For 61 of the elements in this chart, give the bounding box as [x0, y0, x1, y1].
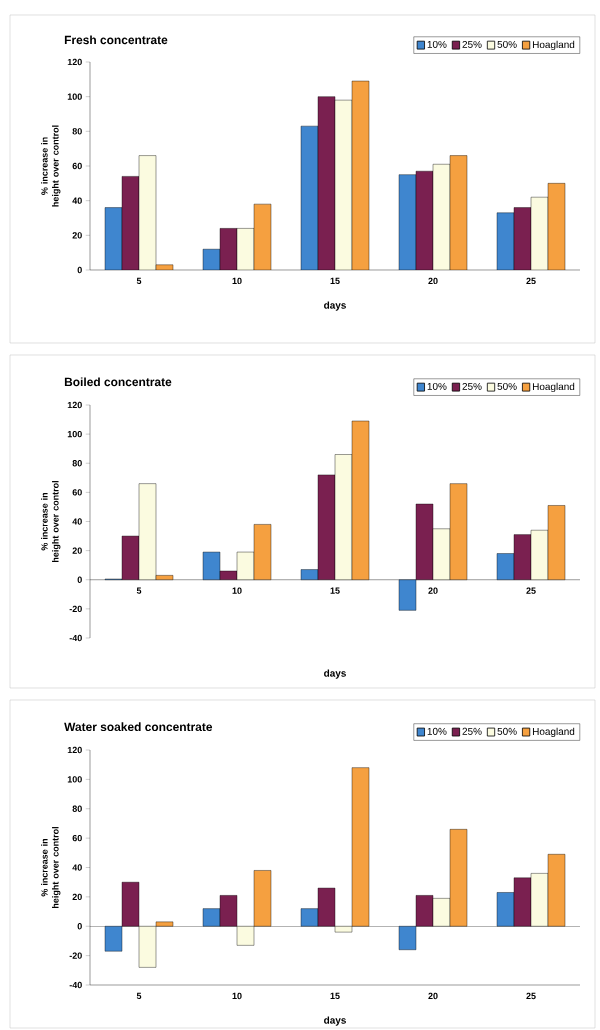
legend-label: Hoagland [532, 40, 575, 51]
legend-label: 50% [497, 40, 517, 48]
y-axis-title: % increase in height over control [41, 827, 61, 908]
y-tick-label: -40 [69, 634, 82, 642]
x-tick-label: 25 [526, 277, 536, 285]
y-tick-label: 40 [72, 197, 82, 204]
y-tick-label: 120 [67, 746, 82, 754]
legend-label: 10% [427, 40, 447, 48]
legend-label: Hoagland [532, 727, 575, 737]
x-tick-label: 20 [428, 587, 438, 594]
x-tick-label: 20 [428, 992, 438, 1000]
y-tick-label: 40 [72, 864, 82, 871]
legend-label: 50% [497, 727, 517, 735]
x-tick-label: 20 [428, 277, 438, 285]
x-tick-label: 25 [526, 587, 536, 594]
x-tick-label: 5 [136, 587, 142, 594]
y-axis-title: % increase in height over control [41, 481, 61, 562]
y-tick-label: 120 [67, 401, 82, 409]
x-tick-label: 10 [232, 277, 242, 285]
y-tick-label: 100 [67, 776, 82, 783]
x-tick-label: 25 [526, 992, 536, 1000]
x-tick-label: 10 [232, 587, 242, 594]
y-axis-title: % increase in height over control [41, 125, 61, 207]
y-tick-label: 20 [72, 893, 82, 901]
x-tick-label: 5 [136, 277, 142, 285]
legend-label: Hoagland [532, 382, 575, 393]
y-tick-label: 20 [72, 547, 82, 554]
x-axis-title: days [324, 301, 346, 311]
y-tick-label: 80 [72, 128, 82, 135]
legend-label: 50% [497, 382, 517, 390]
chart-title: Water soaked concentrate [64, 722, 213, 732]
x-tick-label: 10 [232, 992, 242, 1000]
y-tick-label: 120 [67, 58, 82, 66]
y-tick-label: -20 [69, 952, 82, 959]
legend-label: 10% [427, 727, 447, 735]
x-tick-label: 15 [330, 587, 340, 594]
y-tick-label: 80 [72, 805, 82, 812]
y-tick-label: -40 [69, 981, 82, 989]
legend-label: 25% [462, 40, 482, 48]
y-tick-label: 40 [72, 518, 82, 525]
y-tick-label: 0 [77, 576, 82, 583]
legend-label: 25% [462, 727, 482, 735]
x-tick-label: 15 [330, 992, 340, 1000]
x-axis-title: days [324, 669, 346, 679]
legend-label: 10% [427, 382, 447, 390]
y-tick-label: -20 [69, 605, 82, 613]
y-tick-label: 80 [72, 460, 82, 467]
y-tick-label: 0 [77, 923, 82, 930]
x-tick-label: 5 [136, 992, 142, 1000]
y-tick-label: 60 [72, 489, 82, 496]
legend-label: 25% [462, 382, 482, 390]
y-tick-label: 60 [72, 162, 82, 170]
x-tick-label: 15 [330, 277, 340, 285]
y-tick-label: 0 [77, 266, 82, 274]
y-tick-label: 100 [67, 93, 82, 100]
chart-title: Fresh concentrate [64, 35, 168, 45]
chart-title: Boiled concentrate [64, 377, 172, 387]
y-tick-label: 20 [72, 232, 82, 239]
y-tick-label: 60 [72, 834, 82, 842]
y-tick-label: 100 [67, 430, 82, 438]
x-axis-title: days [324, 1016, 346, 1026]
